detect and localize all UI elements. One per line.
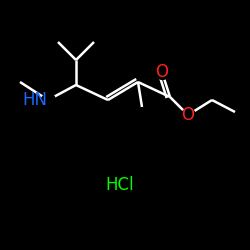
Text: O: O [156,63,168,81]
Text: HN: HN [22,91,47,109]
Text: HCl: HCl [105,176,134,194]
Text: O: O [182,106,194,124]
